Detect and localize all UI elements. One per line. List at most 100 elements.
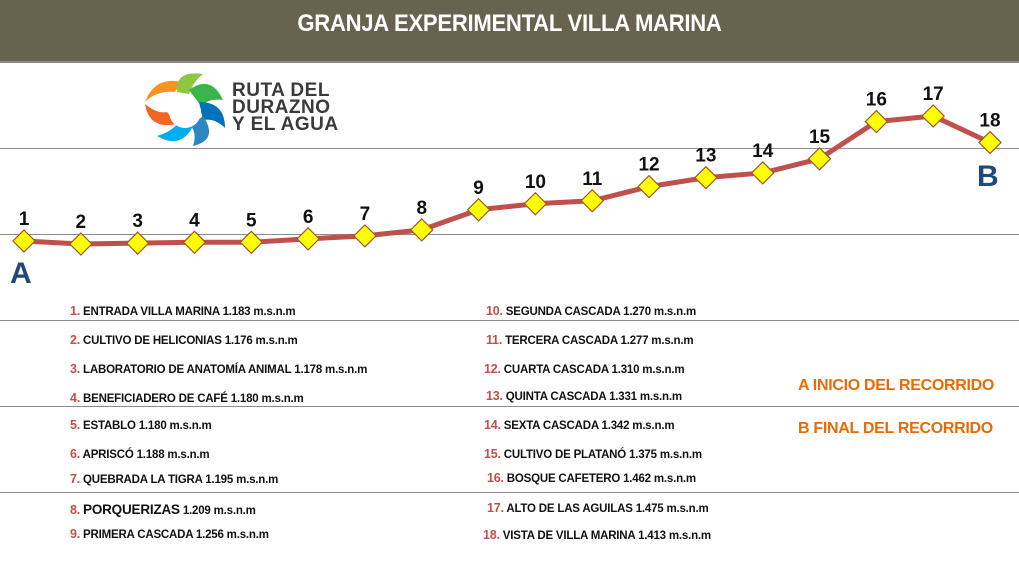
flower-swirl-logo-icon [145, 73, 225, 146]
legend-item-number: 2. [70, 333, 81, 347]
data-point-label: 3 [132, 211, 143, 232]
legend-item-number: 15. [484, 447, 501, 461]
data-point-label: 6 [303, 207, 314, 228]
data-point-marker [864, 109, 889, 134]
legend-item: 1. ENTRADA VILLA MARINA 1.183 m.s.n.m [70, 304, 296, 318]
legend-item: 12. CUARTA CASCADA 1.310 m.s.n.m [484, 362, 685, 376]
legend-item-number: 5. [70, 418, 81, 432]
legend-item-number: 12. [484, 362, 501, 376]
data-point-label: 14 [752, 141, 774, 162]
legend-item: 2. CULTIVO DE HELICONIAS 1.176 m.s.n.m [70, 333, 298, 347]
data-point-marker [353, 224, 377, 248]
legend-item-altitude: 1.310 m.s.n.m [611, 364, 685, 376]
legend-item-altitude: 1.180 m.s.n.m [230, 393, 304, 405]
legend-item-name: CUARTA CASCADA [503, 364, 609, 376]
legend-item-name: ENTRADA VILLA MARINA [83, 306, 220, 318]
data-point-marker [978, 130, 1002, 155]
legend-item-number: 16. [487, 471, 504, 485]
legend-item-name: TERCERA CASCADA [505, 335, 618, 347]
data-point-label: 11 [582, 169, 603, 190]
data-point-label: 9 [473, 178, 484, 199]
series-line-altitud [23, 113, 992, 247]
start-label-a: A [10, 257, 32, 290]
data-point-label: 17 [923, 84, 944, 105]
data-point-marker [68, 232, 93, 256]
divider-line [0, 320, 1019, 321]
data-point-label: 16 [866, 90, 887, 111]
data-point-label: 8 [416, 198, 427, 219]
legend-item-name: BOSQUE CAFETERO [506, 473, 621, 485]
data-point-marker [807, 146, 832, 171]
data-point-marker [296, 227, 320, 251]
legend-item-name: BENEFICIADERO DE CAFÉ [83, 393, 228, 405]
legend-item: 3. LABORATORIO DE ANATOMÍA ANIMAL 1.178 … [70, 362, 367, 376]
legend-item-name: CULTIVO DE PLATANÓ [503, 449, 627, 461]
data-point-marker [12, 229, 36, 253]
legend-item-number: 3. [70, 362, 81, 376]
logo-line: DURAZNO [232, 97, 331, 118]
legend-item-name: VISTA DE VILLA MARINA [502, 530, 636, 542]
legend-item: 4. BENEFICIADERO DE CAFÉ 1.180 m.s.n.m [70, 391, 304, 405]
divider-line [0, 492, 1019, 493]
legend-item-number: 4. [70, 391, 81, 405]
data-point-label: 2 [76, 212, 87, 233]
legend-item: 7. QUEBRADA LA TIGRA 1.195 m.s.n.m [70, 472, 278, 486]
legend-item-altitude: 1.331 m.s.n.m [609, 391, 682, 403]
legend-item-number: 17. [487, 501, 504, 515]
data-point-marker [239, 230, 264, 255]
divider-line [0, 148, 1019, 149]
data-point-marker [125, 231, 150, 255]
end-label-b: B [977, 160, 999, 193]
data-point-marker [409, 218, 434, 242]
data-point-label: 5 [246, 210, 257, 231]
legend-item-altitude: 1.475 m.s.n.m [635, 503, 709, 515]
legend-item-altitude: 1.375 m.s.n.m [629, 449, 702, 461]
data-point-marker [182, 230, 207, 255]
divider-line [0, 234, 1019, 235]
legend-item-number: 1. [70, 304, 81, 318]
legend-item: 8. PORQUERIZAS 1.209 m.s.n.m [70, 502, 256, 517]
legend-item-name: QUEBRADA LA TIGRA [83, 474, 203, 486]
note-start: A INICIO DEL RECORRIDO [798, 377, 995, 394]
data-point-label: 18 [979, 111, 1000, 132]
data-point-label: 7 [360, 204, 371, 225]
data-point-marker [750, 161, 775, 185]
data-point-marker [921, 104, 946, 128]
data-point-label: 15 [809, 127, 831, 148]
legend-item: 17. ALTO DE LAS AGUILAS 1.475 m.s.n.m [487, 501, 709, 515]
data-point-label: 1 [19, 209, 30, 230]
legend-item-altitude: 1.180 m.s.n.m [138, 420, 212, 432]
legend-item-altitude: 1.256 m.s.n.m [195, 529, 269, 541]
legend-item-number: 10. [486, 304, 503, 318]
legend-item-name: PORQUERIZAS [83, 502, 180, 517]
legend-item: 6. APRISCÓ 1.188 m.s.n.m [70, 447, 210, 461]
logo-line: RUTA DEL [232, 80, 330, 101]
divider-line [0, 406, 1019, 407]
legend-item-number: 6. [70, 447, 81, 461]
header-bar: GRANJA EXPERIMENTAL VILLA MARINA [0, 0, 1019, 63]
legend-item-altitude: 1.188 m.s.n.m [136, 449, 210, 461]
legend-item-name: APRISCÓ [82, 449, 134, 461]
data-point-label: 13 [695, 146, 716, 167]
legend-item-altitude: 1.183 m.s.n.m [222, 306, 296, 318]
legend-item-name: LABORATORIO DE ANATOMÍA ANIMAL [83, 364, 292, 376]
legend-item-name: SEGUNDA CASCADA [505, 306, 621, 318]
legend-item-name: PRIMERA CASCADA [83, 529, 193, 541]
legend-item-number: 9. [70, 527, 81, 541]
data-point-marker [523, 191, 548, 216]
legend-item: 5. ESTABLO 1.180 m.s.n.m [70, 418, 212, 432]
legend-item-name: SEXTA CASCADA [503, 420, 599, 432]
data-point-label: 12 [638, 155, 659, 176]
legend-item-number: 11. [486, 333, 503, 347]
legend-item-name: ALTO DE LAS AGUILAS [506, 503, 633, 515]
legend-item-number: 13. [486, 389, 503, 403]
legend-item-altitude: 1.277 m.s.n.m [620, 335, 694, 347]
legend-item-altitude: 1.176 m.s.n.m [224, 335, 298, 347]
legend-item-name: CULTIVO DE HELICONIAS [83, 335, 222, 347]
legend-item: 9. PRIMERA CASCADA 1.256 m.s.n.m [70, 527, 269, 541]
legend-item-altitude: 1.462 m.s.n.m [623, 473, 696, 485]
legend-item-altitude: 1.209 m.s.n.m [182, 505, 256, 517]
data-point-marker [466, 197, 491, 222]
legend-item-altitude: 1.195 m.s.n.m [205, 474, 279, 486]
legend-item-altitude: 1.413 m.s.n.m [638, 530, 711, 542]
